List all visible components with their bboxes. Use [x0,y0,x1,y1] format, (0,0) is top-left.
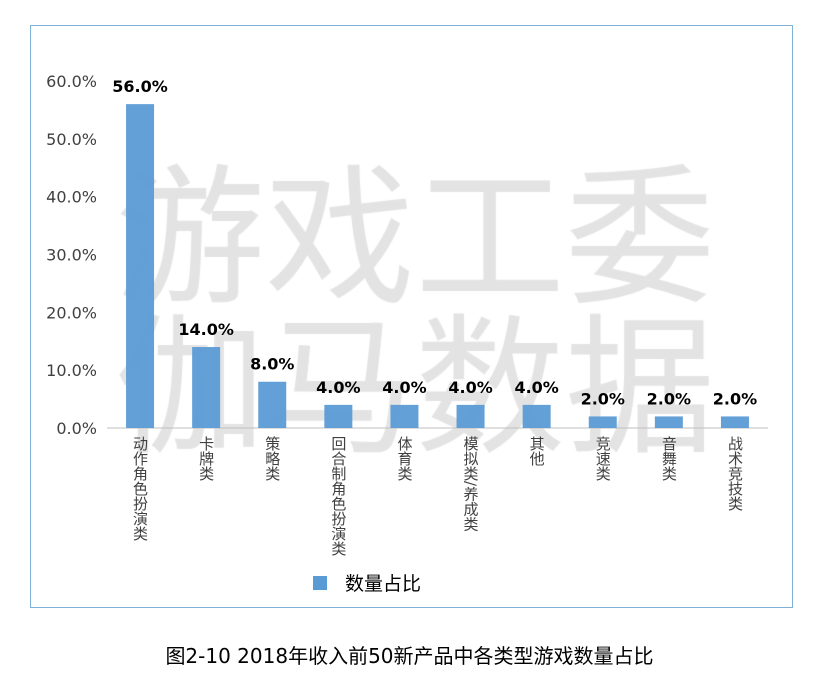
data-label: 8.0% [250,355,294,374]
x-tick-label: 竞速类 [593,436,612,481]
y-tick-label: 0.0% [56,419,97,438]
x-tick-label: 动作角色扮演类 [131,436,150,541]
x-tick-label: 其他 [527,436,546,466]
bar [324,404,353,428]
data-label: 14.0% [178,320,234,339]
data-label: 4.0% [316,378,360,397]
data-label: 4.0% [514,378,558,397]
data-label: 56.0% [112,77,168,96]
bar [192,347,221,428]
data-label: 2.0% [581,389,625,408]
y-tick-label: 50.0% [46,130,97,149]
bar [654,416,683,428]
bar [456,404,485,428]
y-tick-label: 40.0% [46,188,97,207]
bar [126,104,155,428]
x-tick-label: 回合制角色扮演类 [329,436,348,556]
y-tick-label: 30.0% [46,246,97,265]
bar [720,416,749,428]
bar [390,404,419,428]
bar [522,404,551,428]
data-label: 4.0% [382,378,426,397]
bar [588,416,617,428]
legend-swatch [313,576,327,590]
legend-label: 数量占比 [345,573,421,595]
data-label: 4.0% [448,378,492,397]
y-tick-label: 20.0% [46,303,97,322]
x-tick-label: 策略类 [263,436,282,481]
x-tick-label: 音舞类 [659,436,678,481]
figure-caption: 图2-10 2018年收入前50新产品中各类型游戏数量占比 [165,644,654,668]
data-label: 2.0% [647,389,691,408]
y-tick-label: 10.0% [46,361,97,380]
data-label: 2.0% [713,389,757,408]
y-tick-label: 60.0% [46,72,97,91]
x-tick-label: 模拟类/养成类 [461,436,480,532]
bar [258,381,287,428]
x-tick-label: 卡牌类 [197,436,216,481]
x-tick-label: 体育类 [395,436,414,481]
x-tick-label: 战术竞技类 [725,436,744,511]
